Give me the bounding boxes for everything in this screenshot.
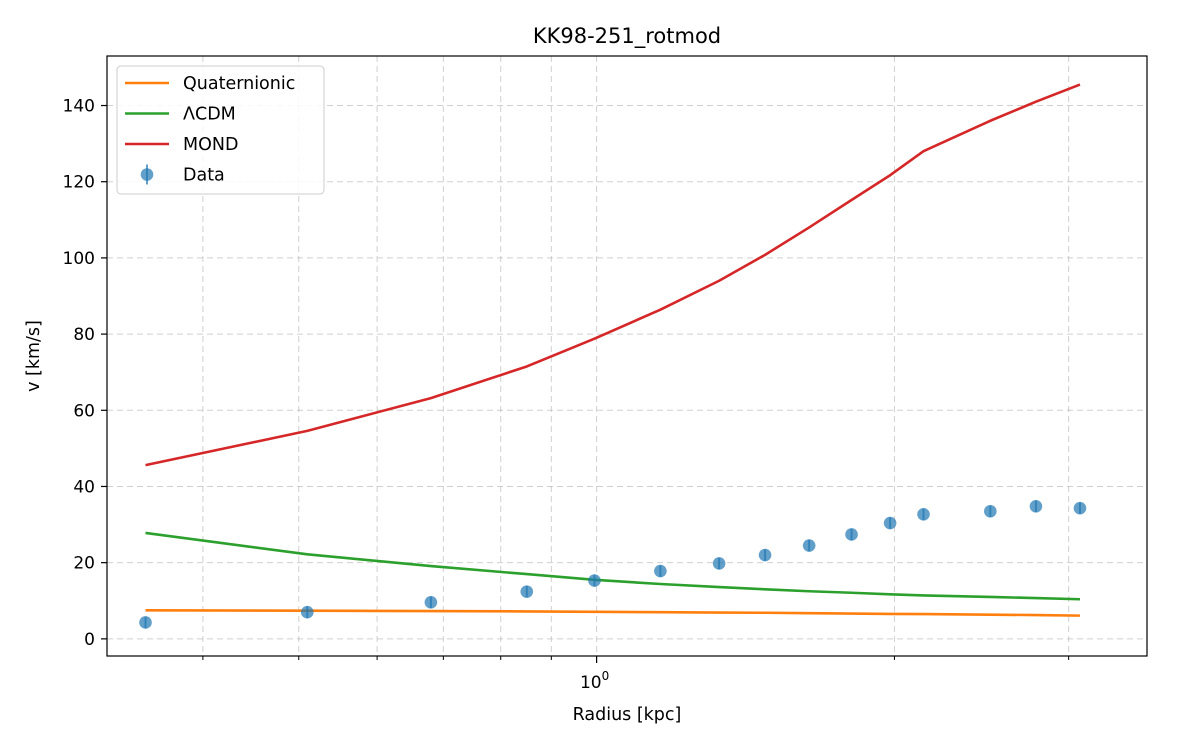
data-point <box>588 574 601 587</box>
series-layer <box>139 83 1087 629</box>
series-data <box>139 499 1087 629</box>
legend-item: ΛCDM <box>125 105 236 125</box>
data-point <box>917 507 930 521</box>
series-line <box>145 531 1081 601</box>
y-tick-label: 140 <box>63 97 95 117</box>
y-tick-label: 20 <box>73 554 95 574</box>
x-tick-label-exponent: 0 <box>602 669 610 683</box>
data-point <box>424 595 438 609</box>
data-point <box>984 504 997 518</box>
legend-label: ΛCDM <box>183 105 236 125</box>
y-tick-label: 120 <box>63 173 95 193</box>
data-point <box>654 564 667 578</box>
legend: Quaternionic ΛCDM MOND Data <box>116 65 325 195</box>
legend-item: Data <box>140 164 225 186</box>
data-point <box>520 585 534 598</box>
data-point <box>1029 499 1043 513</box>
chart-title: KK98-251_rotmod <box>533 24 721 49</box>
legend-label: Quaternionic <box>183 74 295 94</box>
data-point <box>712 557 726 570</box>
data-point <box>300 605 314 619</box>
y-tick-label: 100 <box>63 249 95 269</box>
data-point <box>139 616 152 629</box>
legend-label: Data <box>183 166 225 186</box>
legend-label: MOND <box>183 135 238 155</box>
series--cdm <box>145 531 1081 601</box>
data-point <box>845 528 858 541</box>
series-quaternionic <box>145 608 1080 617</box>
x-axis-label: Radius [kpc] <box>573 705 682 725</box>
legend-box <box>116 65 325 195</box>
y-tick-label: 60 <box>73 401 95 421</box>
legend-item: MOND <box>125 135 238 155</box>
plot-frame <box>106 55 1148 657</box>
legend-swatch-marker <box>140 168 154 181</box>
data-point <box>802 539 816 552</box>
series-mond <box>145 83 1081 467</box>
legend-item: Quaternionic <box>125 74 295 94</box>
y-tick-label: 40 <box>73 477 95 497</box>
data-point <box>883 516 897 530</box>
y-axis-label: v [km/s] <box>24 320 44 392</box>
series-line <box>145 608 1080 617</box>
data-point <box>758 548 772 562</box>
y-tick-label: 0 <box>84 630 95 650</box>
series-line <box>145 83 1081 467</box>
data-point <box>1073 501 1087 515</box>
y-tick-label: 80 <box>73 325 95 345</box>
